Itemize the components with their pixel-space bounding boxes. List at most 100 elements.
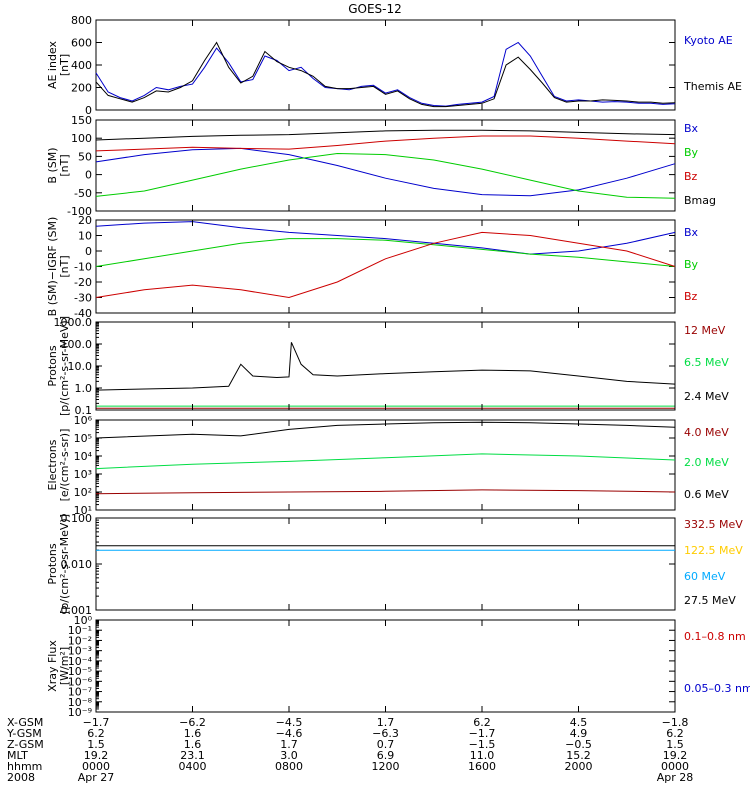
panel-2: -100 -50 0 50 100 150 B (SM) [nT] Bx By Bz Bmag (46, 114, 716, 218)
x-row-label: hhmm (7, 760, 42, 773)
x-row-label: Z-GSM (7, 738, 44, 751)
y-tick-label: 10.0 (68, 360, 93, 373)
panel-3: -40 -30 -20 -10 0 10 20 B (SM)−IGRF (SM) [nT] Bx B… (46, 214, 699, 320)
x-row-value: 1.7 (280, 738, 298, 751)
y-tick-label: 400 (71, 59, 92, 72)
y-tick-label: -100 (67, 205, 92, 218)
y-tick-label: 10⁻⁷ (68, 686, 92, 699)
x-row-value: 1.6 (184, 727, 202, 740)
x-row-label: MLT (7, 749, 28, 762)
panel-1: 0 200 400 600 800 AE index [nT] Kyoto AE Themis … (46, 14, 742, 117)
y-tick-label: 10⁻⁸ (68, 696, 93, 709)
y-tick-label: -30 (74, 292, 92, 305)
x-row-label: 2008 (7, 771, 35, 784)
x-row-value: 0.7 (377, 738, 395, 751)
y-tick-label: 200 (71, 82, 92, 95)
x-row-value: 6.2 (666, 727, 684, 740)
x-row-value: 1.7 (377, 716, 395, 729)
plot-frame (95, 517, 676, 611)
legend-entry: 12 MeV (684, 324, 726, 337)
y-tick-label: -50 (74, 187, 92, 200)
x-row-value: −6.2 (179, 716, 206, 729)
x-row-value: 1.5 (666, 738, 684, 751)
y-axis-label: [W/m²] (58, 647, 71, 685)
x-row-value: 4.9 (570, 727, 588, 740)
x-row-value: Apr 27 (78, 771, 115, 784)
legend-entry: Bx (684, 122, 699, 135)
series-line-2-0-mev (95, 453, 676, 470)
y-tick-label: 10⁻⁶ (68, 675, 93, 688)
x-row-value: 4.5 (570, 716, 588, 729)
x-row-value: 0400 (179, 760, 207, 773)
chart-title: GOES-12 (348, 2, 402, 16)
y-tick-label: 0 (85, 104, 92, 117)
x-row-value: 0800 (275, 760, 303, 773)
x-row-value: 11.0 (470, 749, 495, 762)
x-row-value: −1.8 (662, 716, 689, 729)
x-row-value: 19.2 (84, 749, 109, 762)
y-axis-label: Protons (46, 543, 59, 584)
y-tick-label: 1.0 (75, 382, 93, 395)
y-tick-label: 10⁴ (74, 450, 93, 463)
y-tick-label: -20 (74, 276, 92, 289)
y-tick-label: 150 (71, 114, 92, 127)
x-row-value: −6.3 (372, 727, 399, 740)
legend-entry: 4.0 MeV (684, 426, 729, 439)
legend-entry: 6.5 MeV (684, 356, 729, 369)
x-row-value: −1.7 (469, 727, 496, 740)
x-row-value: −4.6 (276, 727, 303, 740)
x-row-value: 0000 (661, 760, 689, 773)
y-axis-label: Electrons (46, 439, 59, 490)
y-tick-label: 0.1 (75, 404, 93, 417)
y-axis-label: B (SM) (46, 147, 59, 183)
y-axis-label: B (SM)−IGRF (SM) (46, 217, 59, 317)
x-row-value: 0000 (82, 760, 110, 773)
x-row-value: −1.7 (83, 716, 110, 729)
x-row-label: X-GSM (7, 716, 43, 729)
x-row-value: 2000 (565, 760, 593, 773)
x-row-value: 6.2 (473, 716, 491, 729)
x-row-value: 6.2 (87, 727, 105, 740)
series-line-kyoto-ae (95, 41, 676, 107)
series-line-4-0-mev (95, 489, 676, 495)
series-line-2-4-mev (95, 342, 676, 391)
x-row-value: −4.5 (276, 716, 303, 729)
y-tick-label: 10⁰ (74, 614, 93, 627)
plot-frame (95, 619, 676, 713)
legend-entry: 0.1–0.8 nm (684, 630, 746, 643)
y-tick-label: 0.001 (61, 604, 93, 617)
legend-entry: 60 MeV (684, 570, 726, 583)
y-axis-label: [p/(cm²-s-sr-MeV)] (58, 514, 71, 614)
legend-entry: 0.6 MeV (684, 488, 729, 501)
x-row-label: Y-GSM (6, 727, 42, 740)
legend-entry: Themis AE (683, 80, 742, 93)
series-line-themis-ae (95, 41, 676, 108)
series-line-bx (95, 147, 676, 197)
x-row-value: 1200 (372, 760, 400, 773)
plot-frame (95, 219, 676, 314)
y-axis-label: AE index (46, 40, 59, 89)
series-line-0-6-mev (95, 421, 676, 439)
x-row-value: 1600 (468, 760, 496, 773)
legend-entry: 122.5 MeV (684, 544, 743, 557)
legend-entry: 2.4 MeV (684, 390, 729, 403)
y-tick-label: 100.0 (61, 338, 93, 351)
x-row-value: 6.9 (377, 749, 395, 762)
y-tick-label: -40 (74, 307, 92, 320)
x-row-value: Apr 28 (657, 771, 694, 784)
x-row-value: 19.2 (663, 749, 688, 762)
legend-entry: By (684, 258, 699, 271)
legend-entry: 27.5 MeV (684, 594, 736, 607)
y-axis-label: Protons (46, 345, 59, 386)
y-axis-label: [nT] (58, 54, 71, 76)
panel-4: 0.1 1.0 10.0 100.0 1000.0 Protons [p/(cm²-s-sr… (46, 316, 729, 417)
y-axis-label: [nT] (58, 154, 71, 176)
x-row-value: −0.5 (565, 738, 592, 751)
x-row-value: 1.5 (87, 738, 105, 751)
y-tick-label: 10¹ (74, 504, 92, 517)
legend-entry: 0.05–0.3 nm (684, 682, 750, 695)
y-tick-label: 10⁻⁵ (68, 665, 92, 678)
y-tick-label: 0.100 (61, 512, 93, 525)
